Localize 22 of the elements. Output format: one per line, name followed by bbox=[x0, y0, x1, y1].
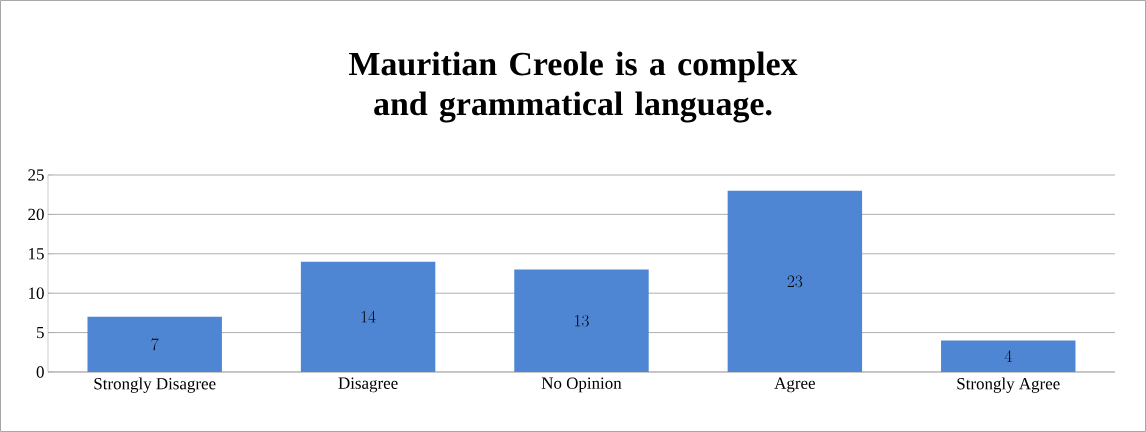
y-tick-label: 10 bbox=[29, 287, 44, 299]
x-tick-label: Strongly Disagree bbox=[94, 377, 216, 393]
data-label: 14 bbox=[361, 310, 376, 323]
data-label: 23 bbox=[787, 275, 803, 288]
y-tick-label: 15 bbox=[29, 248, 44, 260]
bar bbox=[514, 269, 649, 372]
y-tick-label: 20 bbox=[28, 208, 44, 221]
bar bbox=[87, 316, 222, 372]
data-label: 13 bbox=[575, 314, 589, 327]
x-tick-label: Agree bbox=[774, 377, 815, 393]
y-tick-label: 0 bbox=[36, 366, 44, 378]
data-label: 4 bbox=[1004, 350, 1012, 362]
y-tick-label: 25 bbox=[28, 169, 44, 181]
bar bbox=[941, 340, 1076, 372]
y-tick-label: 5 bbox=[37, 326, 44, 339]
chart-title: Mauritian Creole is a complex and grammatical language. bbox=[349, 51, 798, 123]
x-tick-label: No Opinion bbox=[541, 377, 622, 393]
x-tick-label: Disagree bbox=[338, 377, 398, 393]
x-tick-label: Strongly Agree bbox=[957, 377, 1060, 393]
data-label: 7 bbox=[151, 338, 159, 351]
bar bbox=[727, 190, 863, 372]
bar bbox=[300, 261, 436, 372]
